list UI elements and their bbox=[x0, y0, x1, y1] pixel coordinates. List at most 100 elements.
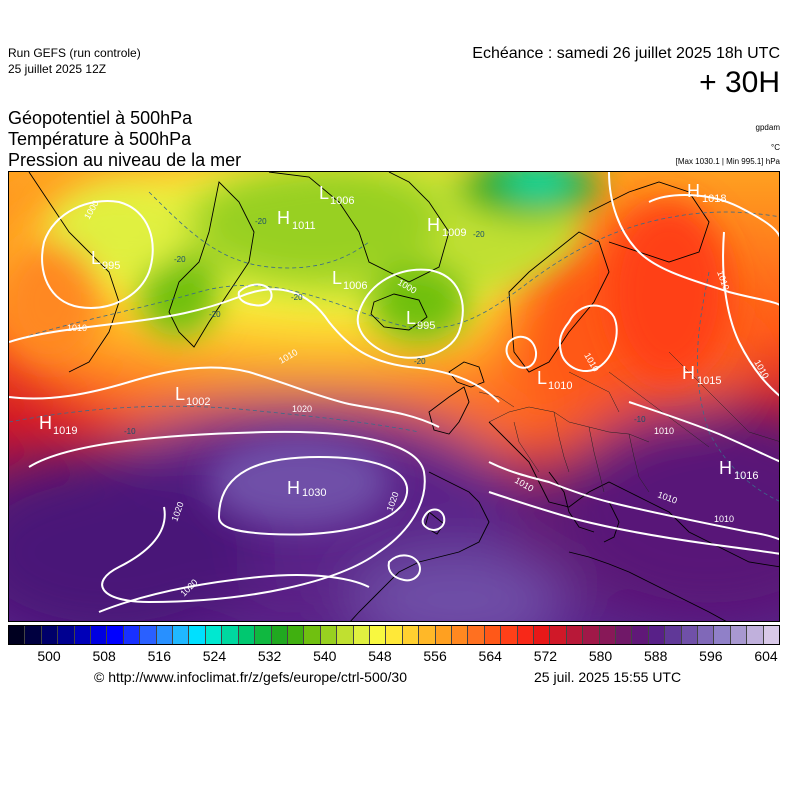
colorbar-tick-label: 596 bbox=[699, 648, 723, 664]
svg-text:-10: -10 bbox=[124, 427, 136, 436]
pressure-center-low: L 1010 bbox=[537, 368, 572, 392]
svg-text:1016: 1016 bbox=[734, 470, 758, 482]
colorbar-tick-label: 500 bbox=[37, 648, 61, 664]
svg-text:995: 995 bbox=[102, 260, 120, 272]
temperature-labels: -20 -20 -20 -20 -20 -20 -10 -10 bbox=[124, 217, 646, 436]
svg-text:-20: -20 bbox=[473, 230, 485, 239]
pressure-range: [Max 1030.1 | Min 995.1] hPa bbox=[675, 157, 780, 166]
colorbar-swatch bbox=[255, 626, 272, 644]
colorbar-swatch bbox=[599, 626, 617, 644]
isobars bbox=[9, 172, 779, 613]
svg-text:1010: 1010 bbox=[654, 426, 674, 436]
colorbar-swatch bbox=[648, 626, 666, 644]
colorbar-swatch bbox=[484, 626, 502, 644]
svg-text:L: L bbox=[175, 384, 185, 404]
colorbar-swatch bbox=[534, 626, 551, 644]
colorbar-swatch bbox=[583, 626, 600, 644]
svg-text:L: L bbox=[91, 248, 101, 268]
run-date: 25 juillet 2025 12Z bbox=[8, 62, 107, 76]
svg-text:-20: -20 bbox=[174, 255, 186, 264]
colorbar-swatch bbox=[550, 626, 567, 644]
colorbar-swatch bbox=[451, 626, 469, 644]
colorbar-swatch bbox=[320, 626, 338, 644]
colorbar-swatch bbox=[58, 626, 75, 644]
svg-text:1006: 1006 bbox=[343, 280, 367, 292]
parameter-sea-level-pressure: Pression au niveau de la mer bbox=[8, 150, 242, 170]
pressure-center-high: H 1019 bbox=[39, 413, 77, 437]
weather-map: H 1030 H 1019 H 1018 H 1015 H 1016 H 100… bbox=[8, 171, 780, 622]
svg-text:1002: 1002 bbox=[186, 396, 210, 408]
colorbar-tick-label: 540 bbox=[313, 648, 337, 664]
colorbar-swatch bbox=[402, 626, 420, 644]
svg-text:H: H bbox=[719, 458, 732, 478]
colorbar-swatch bbox=[517, 626, 534, 644]
colorbar-swatch bbox=[91, 626, 108, 644]
unit-celsius: °C bbox=[771, 143, 780, 152]
pressure-center-low: L 995 bbox=[91, 248, 120, 272]
svg-text:H: H bbox=[287, 478, 300, 498]
forecast-lead-time: + 30H bbox=[699, 66, 780, 99]
colorbar-swatch bbox=[156, 626, 174, 644]
colorbar-swatch bbox=[9, 626, 26, 644]
svg-text:1015: 1015 bbox=[697, 375, 721, 387]
colorbar-swatch bbox=[419, 626, 436, 644]
pressure-center-low: L 1002 bbox=[175, 384, 210, 408]
svg-text:1020: 1020 bbox=[292, 404, 312, 414]
svg-text:1018: 1018 bbox=[702, 193, 726, 205]
colorbar-tick-label: 548 bbox=[368, 648, 392, 664]
svg-text:L: L bbox=[406, 308, 416, 328]
parameter-temperature: Température à 500hPa bbox=[8, 129, 192, 149]
svg-text:H: H bbox=[682, 363, 695, 383]
parameter-geopotential: Géopotentiel à 500hPa bbox=[8, 108, 193, 128]
colorbar-swatch bbox=[287, 626, 305, 644]
svg-text:L: L bbox=[332, 268, 342, 288]
country-borders bbox=[478, 351, 779, 493]
svg-text:H: H bbox=[277, 208, 290, 228]
colorbar-swatch bbox=[205, 626, 223, 644]
svg-text:1010: 1010 bbox=[67, 323, 87, 333]
pressure-center-high: H 1030 bbox=[287, 478, 326, 499]
svg-text:H: H bbox=[687, 181, 700, 201]
svg-text:L: L bbox=[537, 368, 547, 388]
temperature-isotherms bbox=[9, 191, 779, 502]
colorbar-swatch bbox=[698, 626, 715, 644]
colorbar-swatch bbox=[173, 626, 190, 644]
forecast-valid-time: Echéance : samedi 26 juillet 2025 18h UT… bbox=[472, 45, 780, 62]
svg-text:1011: 1011 bbox=[292, 220, 316, 232]
pressure-center-low: L 1006 bbox=[332, 268, 367, 292]
svg-text:-20: -20 bbox=[209, 310, 221, 319]
run-title: Run GEFS (run controle) bbox=[8, 46, 141, 60]
colorbar-ticks: 500 508 516 524 532 540 548 556 564 572 580 588 596 6… bbox=[8, 648, 780, 666]
svg-text:-20: -20 bbox=[414, 357, 426, 366]
colorbar-tick-label: 604 bbox=[754, 648, 778, 664]
colorbar-swatch bbox=[353, 626, 370, 644]
colorbar-swatch bbox=[714, 626, 731, 644]
svg-text:1006: 1006 bbox=[330, 195, 354, 207]
svg-text:1019: 1019 bbox=[53, 425, 77, 437]
svg-text:1010: 1010 bbox=[548, 380, 572, 392]
colorbar-swatch bbox=[386, 626, 403, 644]
colorbar-swatch bbox=[501, 626, 518, 644]
geopotential-colorbar bbox=[8, 625, 780, 645]
colorbar-swatch bbox=[369, 626, 387, 644]
svg-text:H: H bbox=[39, 413, 52, 433]
colorbar-swatch bbox=[337, 626, 354, 644]
generation-timestamp: 25 juil. 2025 15:55 UTC bbox=[534, 669, 682, 685]
colorbar-tick-label: 508 bbox=[92, 648, 116, 664]
colorbar-swatch bbox=[140, 626, 157, 644]
colorbar-swatch bbox=[123, 626, 141, 644]
pressure-centers: H 1030 H 1019 H 1018 H 1015 H 1016 H 100… bbox=[39, 181, 758, 499]
colorbar-swatch bbox=[747, 626, 764, 644]
colorbar-swatch bbox=[468, 626, 485, 644]
colorbar-swatch bbox=[435, 626, 452, 644]
colorbar-tick-label: 580 bbox=[588, 648, 613, 664]
svg-text:-20: -20 bbox=[291, 293, 303, 302]
svg-text:-20: -20 bbox=[255, 217, 267, 226]
weather-map-canvas: H 1030 H 1019 H 1018 H 1015 H 1016 H 100… bbox=[9, 172, 779, 621]
geopotential-field bbox=[9, 172, 779, 621]
colorbar-swatch bbox=[238, 626, 256, 644]
colorbar-tick-label: 572 bbox=[533, 648, 558, 664]
colorbar-swatch bbox=[271, 626, 288, 644]
svg-text:H: H bbox=[427, 215, 440, 235]
colorbar-swatch bbox=[304, 626, 321, 644]
